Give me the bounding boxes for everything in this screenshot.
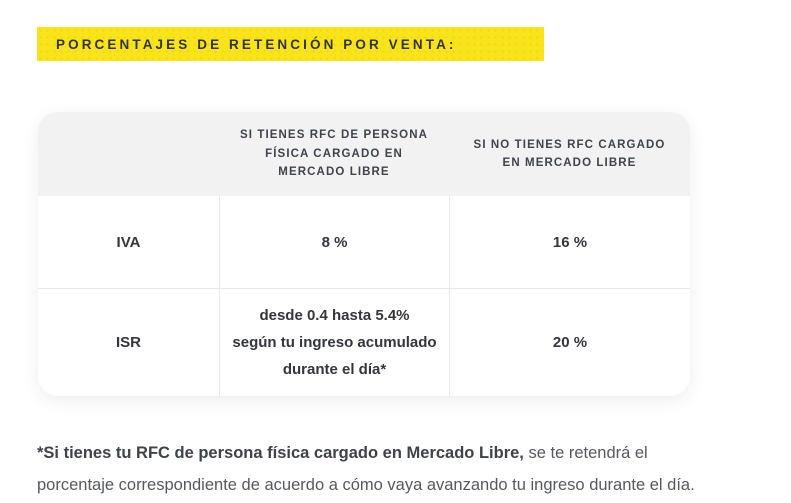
isr-with-rfc-value: desde 0.4 hasta 5.4% según tu ingreso ac… [219,289,449,396]
footnote-bold-text: *Si tienes tu RFC de persona física carg… [37,444,524,462]
row-label-isr: ISR [115,334,141,351]
table-header-without-rfc: SI NO TIENES RFC CARGADO EN MERCADO LIBR… [473,138,666,169]
isr-without-rfc-value: 20 % [449,289,690,396]
iva-without-rfc-value: 16 % [449,196,690,288]
iva-with-rfc-value: 8 % [219,196,449,288]
table-header-with-rfc: SI TIENES RFC DE PERSONA FÍSICA CARGADO … [239,129,429,179]
table-header-row: SI TIENES RFC DE PERSONA FÍSICA CARGADO … [38,112,690,196]
retention-table: SI TIENES RFC DE PERSONA FÍSICA CARGADO … [38,112,690,396]
section-heading-bar: PORCENTAJES DE RETENCIÓN POR VENTA: [37,27,544,61]
section-heading-label: PORCENTAJES DE RETENCIÓN POR VENTA: [56,36,457,52]
footnote: *Si tienes tu RFC de persona física carg… [37,437,697,501]
table-row-isr: ISR desde 0.4 hasta 5.4% según tu ingres… [38,288,690,396]
table-row-iva: IVA 8 % 16 % [38,196,690,288]
row-label-iva: IVA [116,233,141,251]
footnote-regular-text: se te retendrá el porcentaje correspondi… [37,444,695,494]
